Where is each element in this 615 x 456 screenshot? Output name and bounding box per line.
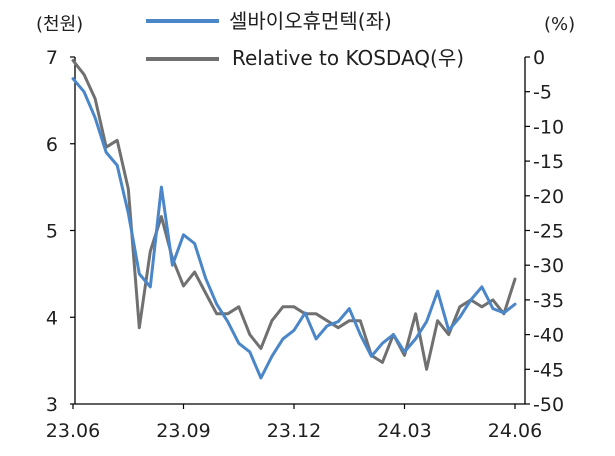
left-axis-ticks: 7 6 5 4 3 [46, 47, 75, 416]
right-axis-tick-label: -50 [533, 394, 564, 416]
right-axis-tick-label: -35 [533, 290, 564, 312]
right-axis-unit-label: (%) [544, 14, 575, 35]
series-line-relative-to-kosdaq [71, 59, 517, 371]
right-axis-ticks: 0 -5 -10 -15 -20 -25 -30 -35 -40 -45 -50 [525, 47, 564, 416]
right-axis-tick-label: -30 [533, 255, 564, 277]
x-axis-tick-label: 23.12 [267, 420, 321, 442]
x-axis-tick-label: 24.06 [488, 420, 542, 442]
right-axis-tick-label: -45 [533, 359, 564, 381]
x-axis-tick-label: 23.09 [156, 420, 210, 442]
right-axis-tick-label: -10 [533, 116, 564, 138]
right-axis-tick-label: -25 [533, 221, 564, 243]
x-axis-tick-label: 24.03 [377, 420, 431, 442]
legend-label-stock: 셀바이오휴먼텍(좌) [229, 9, 392, 33]
left-axis-tick-label: 3 [46, 394, 58, 416]
legend-label-relative: Relative to KOSDAQ(우) [232, 46, 464, 70]
x-axis-ticks: 23.06 23.09 23.12 24.03 24.06 [46, 404, 542, 442]
left-axis-tick-label: 6 [46, 134, 58, 156]
legend: 셀바이오휴먼텍(좌) Relative to KOSDAQ(우) [146, 9, 464, 70]
right-axis-tick-label: -5 [533, 82, 552, 104]
left-axis-tick-label: 4 [46, 307, 58, 329]
right-axis-tick-label: 0 [533, 47, 545, 69]
right-axis-tick-label: -20 [533, 186, 564, 208]
right-axis-tick-label: -40 [533, 325, 564, 347]
left-axis-unit-label: (천원) [36, 14, 83, 35]
left-axis-tick-label: 5 [46, 221, 58, 243]
x-axis-tick-label: 23.06 [46, 420, 100, 442]
left-axis-tick-label: 7 [46, 47, 58, 69]
right-axis-tick-label: -15 [533, 151, 564, 173]
series-line-stock-price [71, 77, 517, 380]
